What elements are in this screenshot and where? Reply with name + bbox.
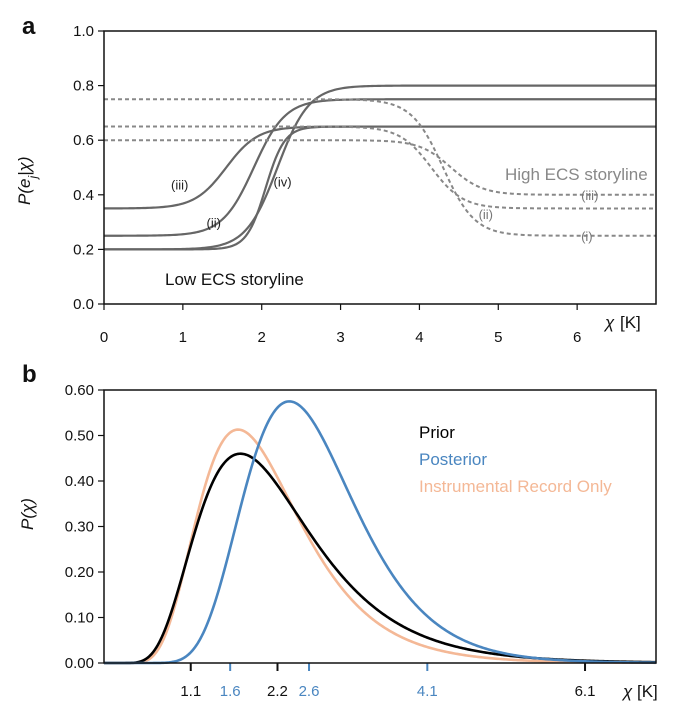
panel-b-y-tick-label: 0.40 — [65, 473, 94, 490]
high-ecs-curve-label: (ii) — [479, 207, 493, 222]
series-posterior-line — [104, 400, 657, 665]
panel-a-label: a — [22, 13, 36, 40]
panel-b-x-tick-label: 1.6 — [220, 683, 241, 700]
panel-b-label: b — [22, 361, 37, 388]
panel-b-x-tick-label: 2.2 — [267, 683, 288, 700]
panel-b-y-tick-label: 0.60 — [65, 382, 94, 399]
panel-b-y-tick-label: 0.20 — [65, 564, 94, 581]
low-ecs-curve — [104, 98, 656, 237]
panel-b-y-ticks: 0.00 0.10 0.20 0.30 0.40 0.50 0.60 — [65, 382, 104, 672]
panel-a-x-tick-label: 1 — [179, 329, 187, 346]
panel-b-x-label: χ — [621, 682, 633, 701]
panel-b-frame — [103, 389, 657, 664]
panel-a-y-tick-label: 1.0 — [73, 23, 94, 40]
low-ecs-curve-label: (iv) — [274, 175, 292, 190]
high-ecs-curve — [104, 139, 656, 196]
panel-b-x-tick-label: 6.1 — [575, 683, 596, 700]
legend-prior: Prior — [419, 423, 455, 442]
panel-a-frame — [103, 30, 657, 305]
panel-b-x-tick-label: 1.1 — [180, 683, 201, 700]
panel-a-x-label: χ — [603, 313, 615, 332]
panel-a-axis-title: χ [K] — [603, 313, 641, 332]
low-ecs-curve-label: (iii) — [171, 177, 188, 192]
panel-a-x-tick-label: 6 — [573, 329, 581, 346]
panel-b-x-unit: [K] — [637, 682, 658, 701]
panel-a-y-ticks: 0.0 0.2 0.4 0.6 0.8 1.0 — [73, 23, 104, 313]
panel-b-curves — [104, 400, 657, 665]
panel-b-axis-title: χ [K] — [621, 682, 658, 701]
panel-a-curve-labels: (iii) (ii) (iv) (iii) (ii) (i) — [171, 175, 598, 244]
panel-b-y-tick-label: 0.10 — [65, 610, 94, 627]
panel-a-y-tick-label: 0.8 — [73, 78, 94, 95]
panel-a-x-tick-label: 3 — [336, 329, 344, 346]
panel-b-y-tick-label: 0.50 — [65, 428, 94, 445]
high-ecs-curve — [104, 98, 656, 237]
panel-a-x-tick-label: 5 — [494, 329, 502, 346]
legend-instrumental: Instrumental Record Only — [419, 477, 612, 496]
low-ecs-curve-label: (ii) — [207, 216, 221, 231]
high-ecs-curve-label: (i) — [581, 229, 593, 244]
panel-a-x-tick-label: 4 — [415, 329, 423, 346]
panel-a-y-tick-label: 0.6 — [73, 132, 94, 149]
low-ecs-annotation: Low ECS storyline — [165, 270, 304, 289]
panel-a-y-tick-label: 0.2 — [73, 241, 94, 258]
low-ecs-curve — [104, 125, 656, 251]
panel-a-x-ticks: 0 1 2 3 4 5 6 — [100, 304, 581, 346]
high-ecs-curve-label: (iii) — [581, 188, 598, 203]
panel-a-curves — [104, 84, 656, 251]
panel-b: b 0.00 0.10 0.20 0.30 0.40 0.50 0.60 1.1 1.6 2.2… — [18, 361, 658, 701]
panel-b-y-tick-label: 0.30 — [65, 519, 94, 536]
high-ecs-annotation: High ECS storyline — [505, 165, 648, 184]
panel-a-x-tick-label: 2 — [258, 329, 266, 346]
panel-b-y-label: P(χ) — [18, 498, 37, 530]
legend-posterior: Posterior — [419, 450, 487, 469]
panel-b-x-tick-label: 2.6 — [299, 683, 320, 700]
panel-a-x-unit: [K] — [620, 313, 641, 332]
panel-b-x-tick-label: 4.1 — [417, 683, 438, 700]
panel-a-x-tick-label: 0 — [100, 329, 108, 346]
series-instrumental-record-only-line — [104, 428, 656, 665]
panel-a-y-tick-label: 0.0 — [73, 296, 94, 313]
panel-a-y-tick-label: 0.4 — [73, 187, 94, 204]
panel-b-y-tick-label: 0.00 — [65, 655, 94, 672]
panel-a-y-label: P(ej|χ) — [15, 157, 40, 206]
panel-b-x-ticks: 1.1 1.6 2.2 2.6 4.1 6.1 — [180, 663, 595, 700]
panel-b-legend: Prior Posterior Instrumental Record Only — [419, 423, 612, 496]
high-ecs-curve — [104, 125, 656, 210]
